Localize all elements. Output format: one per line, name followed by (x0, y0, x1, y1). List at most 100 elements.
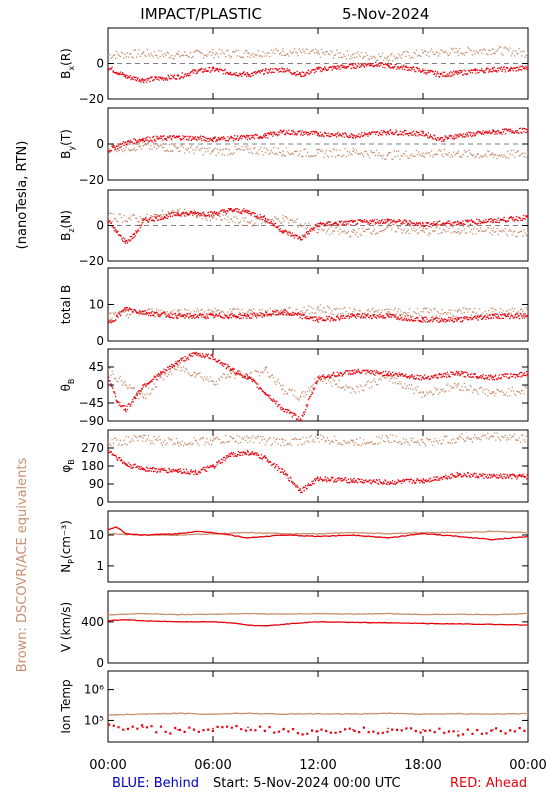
data-point (247, 73, 249, 75)
y-tick-label: 45 (89, 360, 104, 374)
data-point (282, 408, 284, 410)
data-point (352, 221, 354, 223)
data-point (282, 533, 284, 535)
data-point (177, 621, 179, 623)
panel-phi: 0 90 180 270 φB (59, 429, 529, 509)
series-layer (108, 612, 528, 627)
data-point (212, 212, 214, 214)
y-tick-label: −20 (79, 92, 104, 106)
data-point (352, 613, 354, 615)
data-point (194, 69, 197, 72)
data-point (124, 533, 127, 535)
y-tick-label: 0 (96, 495, 104, 509)
y-tick-label: 90 (89, 477, 104, 491)
data-point (212, 713, 214, 715)
data-point (352, 314, 354, 317)
footer-start: Start: 5-Nov-2024 00:00 UTC (213, 776, 401, 791)
data-point (492, 219, 494, 221)
data-point (492, 475, 494, 477)
y-tick-label: 10 (89, 298, 104, 312)
data-point (492, 130, 494, 133)
series-ace-theta (108, 364, 528, 401)
data-point (142, 467, 144, 469)
data-point (527, 231, 528, 234)
plot-title: IMPACT/PLASTIC (140, 5, 262, 23)
data-point (387, 727, 389, 730)
data-point (212, 531, 214, 534)
y-axis-label: V (km/s) (59, 602, 73, 652)
data-point (527, 535, 528, 538)
data-point (247, 148, 249, 151)
data-point (317, 132, 319, 134)
data-point (108, 148, 109, 151)
data-point (457, 623, 459, 625)
data-point (282, 623, 284, 626)
data-point (133, 233, 136, 236)
y-axis-label-sub: z (67, 228, 76, 232)
y-axis-label: By(T) (59, 129, 76, 159)
data-point (352, 231, 354, 234)
y-axis-label: φB (59, 459, 76, 472)
data-point (142, 78, 144, 81)
data-point (299, 489, 302, 491)
data-point (387, 712, 389, 714)
data-point (352, 479, 354, 481)
data-point (387, 372, 389, 374)
x-axis: 00:00 06:00 12:00 18:00 00:00 (89, 758, 546, 773)
data-point (439, 73, 442, 75)
data-point (387, 64, 389, 67)
data-point (299, 396, 302, 398)
data-point (115, 400, 118, 402)
data-point (317, 730, 319, 732)
data-point (422, 728, 424, 731)
data-point (334, 66, 337, 68)
panel-v: 0 400 V (km/s) (59, 590, 529, 670)
panel-btot: 0 10 total B (59, 267, 529, 348)
data-point (422, 531, 424, 534)
data-point (317, 535, 319, 538)
data-point (457, 713, 459, 715)
data-point (352, 64, 354, 67)
data-point (212, 727, 214, 730)
data-point (527, 624, 528, 626)
data-point (317, 52, 319, 54)
data-point (352, 370, 354, 372)
data-point (264, 69, 267, 72)
data-point (194, 471, 197, 473)
data-point (247, 531, 249, 534)
y-tick-label: 1 (96, 559, 104, 573)
data-point (352, 534, 354, 536)
data-point (229, 622, 232, 624)
data-point (527, 475, 528, 477)
data-point (229, 453, 232, 455)
data-point (387, 622, 389, 624)
data-point (159, 469, 162, 471)
data-point (457, 71, 459, 74)
series-layer (108, 304, 528, 324)
data-point (317, 222, 319, 225)
series-layer (108, 208, 528, 244)
data-point (212, 68, 214, 70)
data-point (194, 372, 197, 374)
data-point (282, 217, 284, 220)
data-point (317, 613, 319, 615)
data-point (108, 714, 109, 716)
data-point (317, 376, 319, 378)
data-point (124, 141, 127, 143)
data-point (108, 449, 109, 451)
data-point (457, 228, 459, 230)
x-tick-label: 12:00 (299, 758, 336, 773)
data-point (247, 437, 249, 439)
data-point (282, 441, 284, 443)
series-ace-phi (108, 432, 528, 447)
y-axis-label-sub: y (67, 146, 76, 151)
series-layer (108, 712, 528, 737)
data-point (387, 130, 389, 133)
data-point (387, 481, 389, 483)
y-tick-label: −20 (79, 254, 104, 268)
data-point (282, 534, 284, 536)
series-ace-bz (108, 208, 528, 238)
data-point (527, 531, 528, 534)
y-tick-label: 180 (81, 459, 104, 473)
